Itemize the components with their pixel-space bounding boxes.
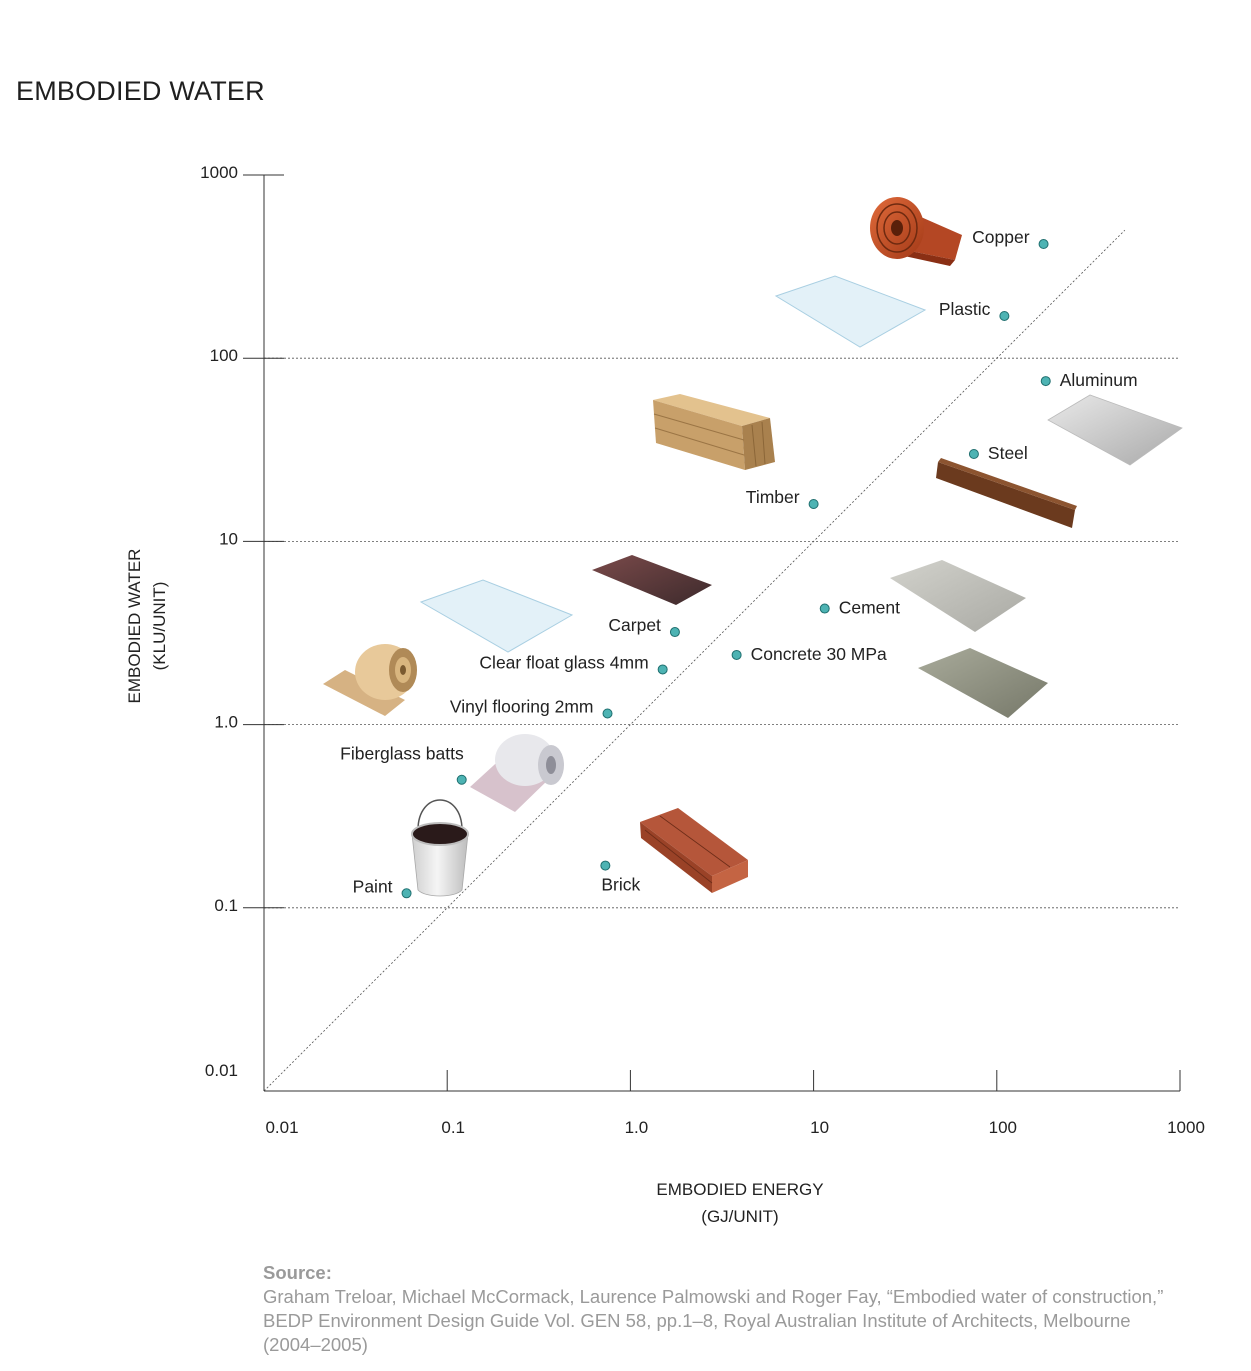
y-axis-title-line1: EMBODIED WATER xyxy=(125,548,144,704)
data-point xyxy=(602,708,613,719)
data-point xyxy=(731,649,742,660)
point-label: Concrete 30 MPa xyxy=(751,644,887,664)
data-point xyxy=(456,774,467,785)
point-label: Steel xyxy=(988,443,1028,463)
point-labels: Copper Plastic Aluminum Steel Timber Cement Ca… xyxy=(340,227,1137,896)
copper-roll-illustration xyxy=(870,197,962,266)
point-label: Brick xyxy=(601,875,640,895)
point-label: Fiberglass batts xyxy=(340,744,464,764)
carpet-illustration xyxy=(592,555,712,605)
y-tick-label: 1.0 xyxy=(214,713,238,732)
x-tick-label: 1.0 xyxy=(625,1118,649,1137)
data-point xyxy=(401,888,412,899)
data-point xyxy=(600,860,611,871)
brick-stack-illustration xyxy=(640,808,748,893)
timber-stack-illustration xyxy=(653,394,775,470)
point-label: Carpet xyxy=(608,615,661,635)
point-label: Cement xyxy=(839,598,900,618)
data-point xyxy=(669,627,680,638)
point-label: Plastic xyxy=(939,299,991,319)
scatter-chart: 0.01 0.1 1.0 10 100 1000 0.01 0.1 1.0 10 100 1000 xyxy=(200,163,1205,1137)
x-tick-label: 1000 xyxy=(1167,1118,1205,1137)
diagonal-reference-line xyxy=(263,229,1126,1092)
data-point xyxy=(808,499,819,510)
page-title: EMBODIED WATER xyxy=(16,76,265,106)
cement-slab-illustration xyxy=(890,560,1026,632)
y-tick-label: 10 xyxy=(219,529,238,548)
y-tick-label: 0.01 xyxy=(205,1061,238,1080)
x-tick-label: 100 xyxy=(989,1118,1017,1137)
glass-pane-illustration xyxy=(419,579,574,653)
point-label: Clear float glass 4mm xyxy=(479,652,648,672)
point-label: Vinyl flooring 2mm xyxy=(450,696,594,716)
source-heading: Source: xyxy=(263,1262,332,1283)
point-label: Copper xyxy=(972,227,1030,247)
source-note: Source: Graham Treloar, Michael McCormac… xyxy=(263,1261,1193,1357)
y-tick-label: 0.1 xyxy=(214,896,238,915)
data-point xyxy=(819,603,830,614)
plastic-sheet-illustration xyxy=(774,275,927,348)
x-tick-label: 0.1 xyxy=(441,1118,465,1137)
data-point xyxy=(968,448,979,459)
x-axis-title-line2: (GJ/UNIT) xyxy=(701,1207,779,1226)
steel-beam-illustration xyxy=(936,458,1077,528)
paint-bucket-illustration xyxy=(411,799,469,897)
point-label: Timber xyxy=(746,487,800,507)
y-axis-title-line2: (KLU/UNIT) xyxy=(150,581,169,671)
fiberglass-batts-illustration xyxy=(470,734,564,812)
aluminum-sheet-illustration xyxy=(1047,394,1183,466)
x-tick-label: 10 xyxy=(810,1118,829,1137)
vinyl-roll-illustration xyxy=(323,644,417,716)
data-points xyxy=(401,239,1051,899)
y-tick-label: 100 xyxy=(210,346,238,365)
x-tick-label: 0.01 xyxy=(265,1118,298,1137)
point-label: Aluminum xyxy=(1060,370,1138,390)
material-illustrations xyxy=(323,197,1183,897)
axes: 0.01 0.1 1.0 10 100 1000 0.01 0.1 1.0 10 100 1000 xyxy=(200,163,1205,1137)
gridlines xyxy=(263,229,1180,1092)
data-point xyxy=(999,310,1010,321)
data-point xyxy=(657,664,668,675)
concrete-slab-illustration xyxy=(918,648,1048,718)
y-tick-label: 1000 xyxy=(200,163,238,182)
source-text: Graham Treloar, Michael McCormack, Laure… xyxy=(263,1286,1164,1355)
data-point xyxy=(1038,239,1049,250)
x-axis-title-line1: EMBODIED ENERGY xyxy=(656,1180,824,1199)
point-label: Paint xyxy=(353,876,393,896)
data-point xyxy=(1040,376,1051,387)
